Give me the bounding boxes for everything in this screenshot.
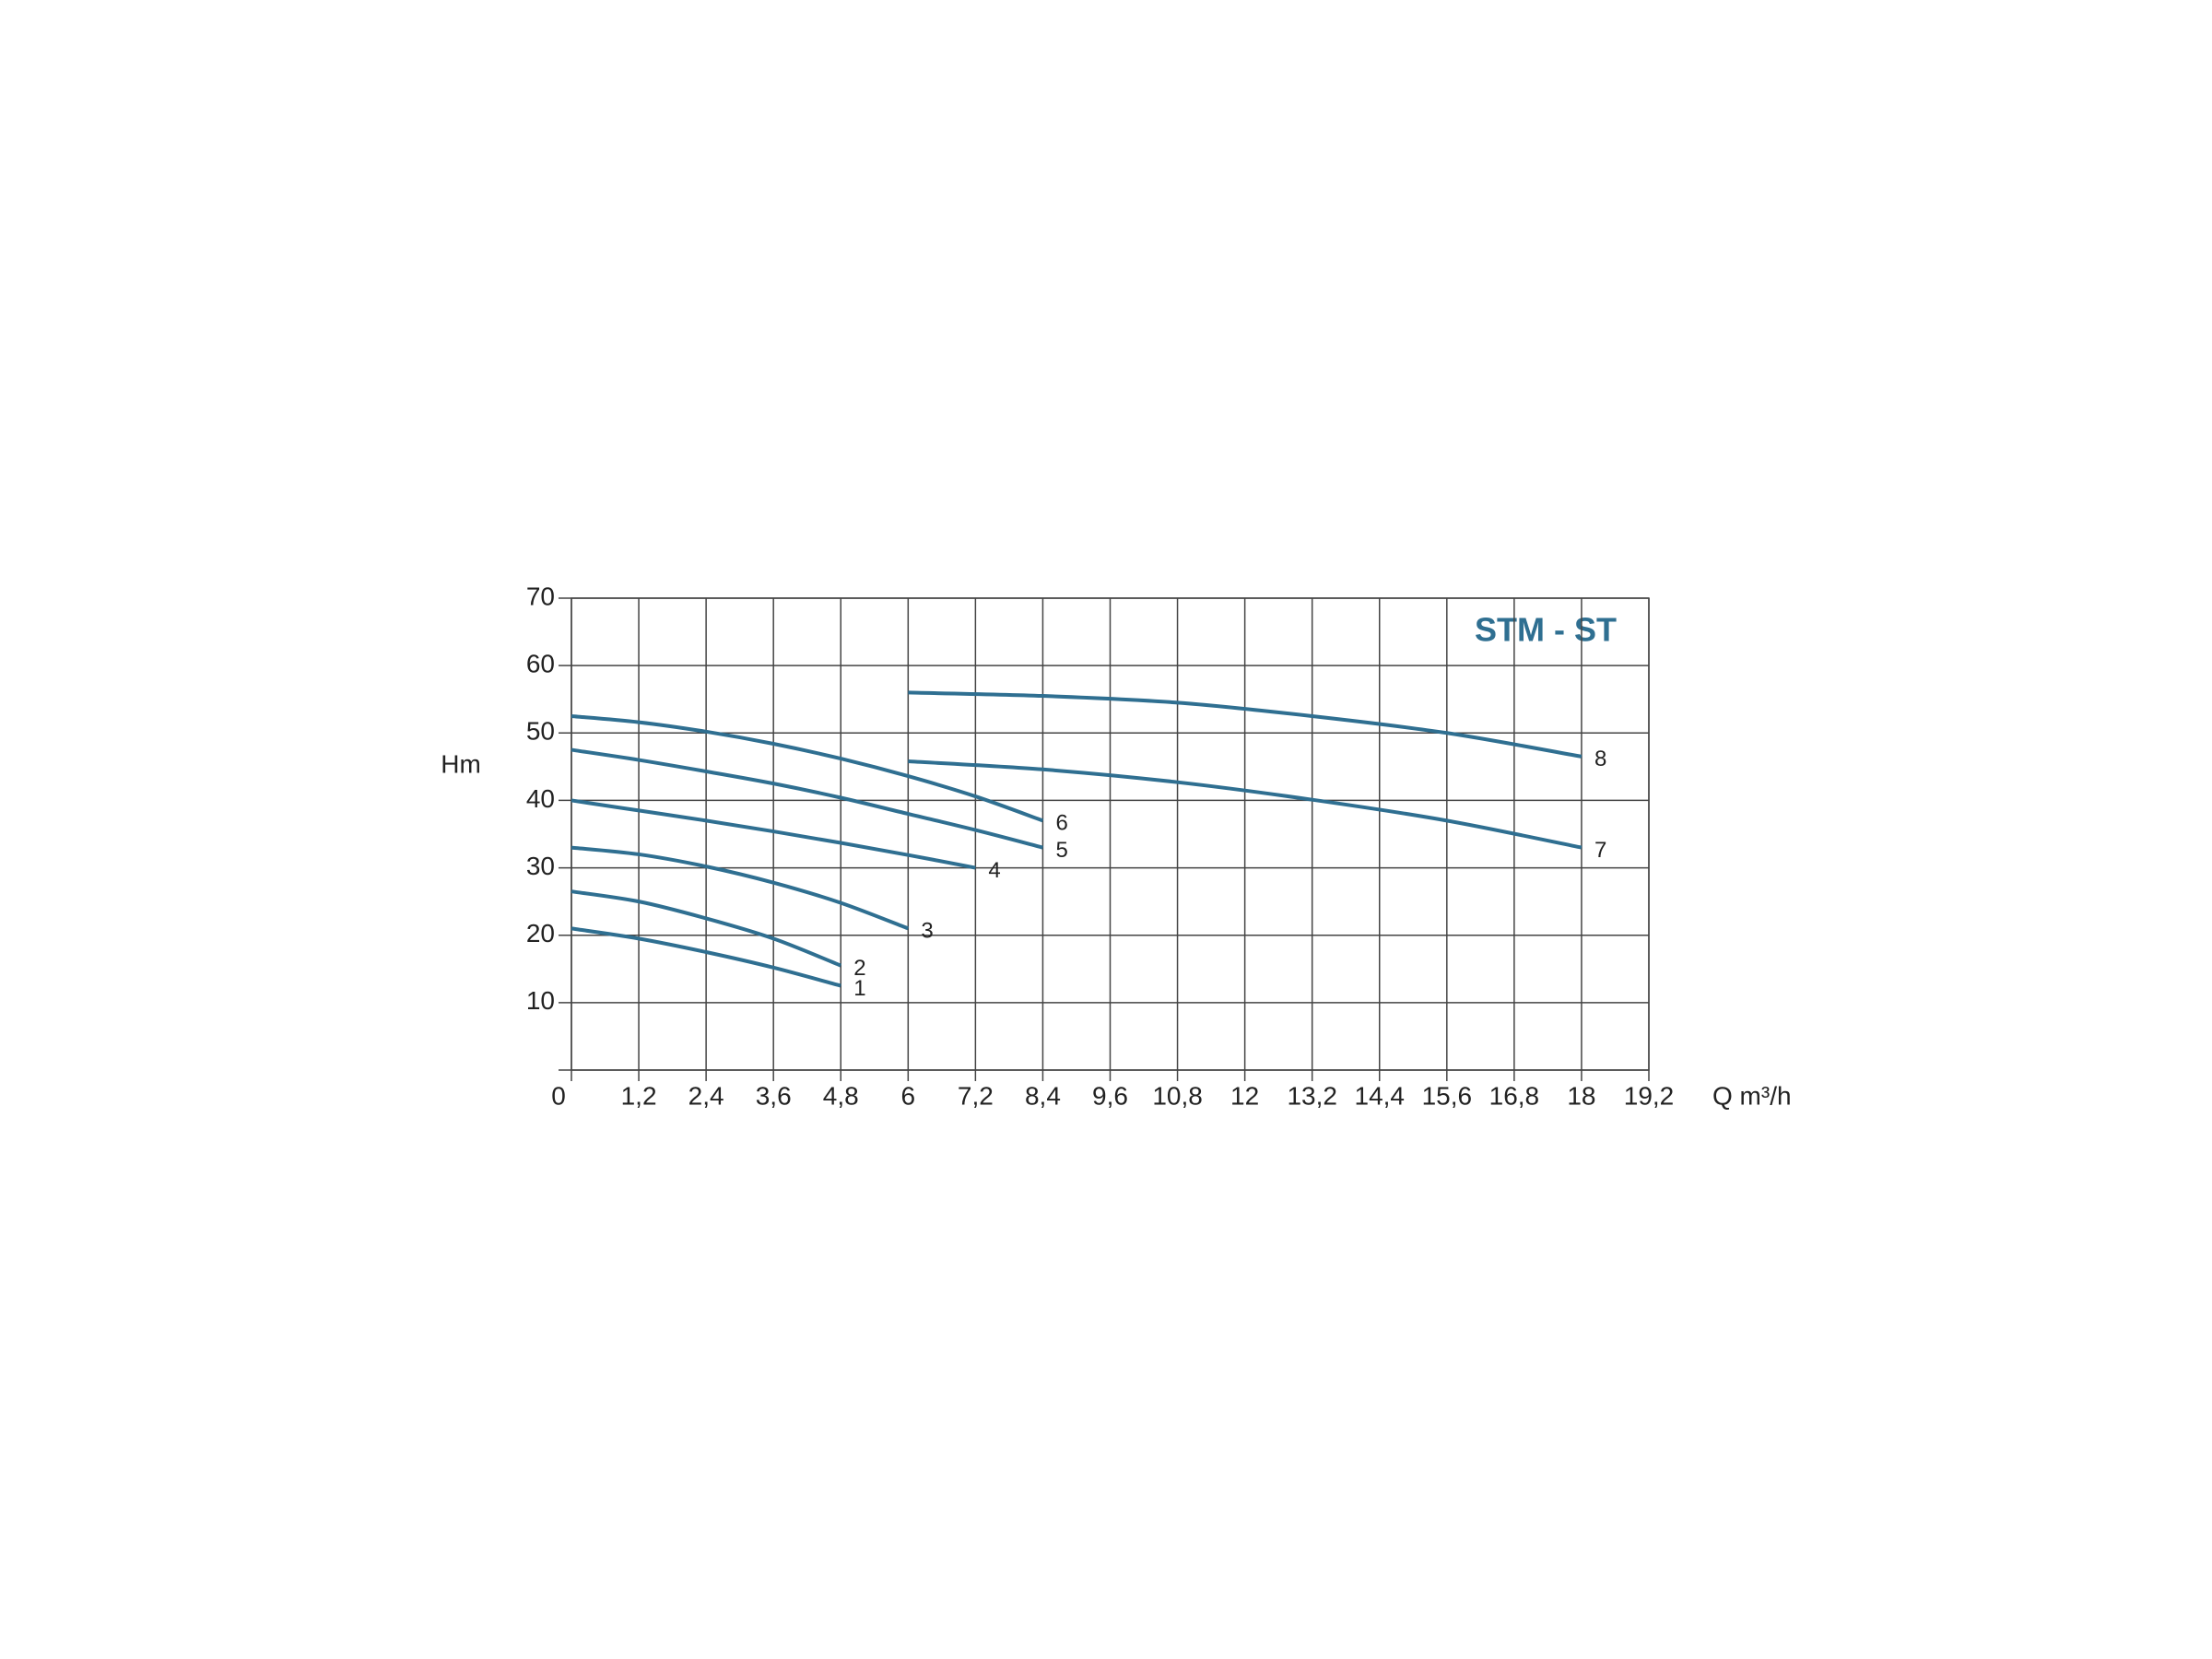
pump-curve	[908, 759, 1583, 850]
y-tick-label: 10	[526, 986, 555, 1015]
pump-curve	[908, 690, 1583, 759]
x-tick-label: 10,8	[1152, 1081, 1203, 1110]
curve-label: 3	[921, 919, 933, 944]
y-tick-label: 70	[526, 582, 555, 610]
x-tick-label: 0	[551, 1081, 566, 1110]
pump-curve	[571, 889, 841, 968]
y-tick-label: 20	[526, 919, 555, 947]
x-tick-label: 13,2	[1287, 1081, 1337, 1110]
curve-label: 6	[1055, 811, 1067, 836]
y-tick-label: 50	[526, 717, 555, 746]
pump-curve	[571, 845, 910, 931]
x-tick-label: 1,2	[621, 1081, 657, 1110]
y-axis-label: Hm	[441, 749, 481, 778]
pump-curve	[571, 926, 841, 988]
x-tick-label: 19,2	[1624, 1081, 1675, 1110]
curve-label: 7	[1594, 838, 1606, 863]
chart-title: STM - ST	[1475, 611, 1617, 649]
x-tick-label: 9,6	[1092, 1081, 1128, 1110]
curve-label: 4	[988, 858, 1000, 883]
pump-curve	[571, 798, 976, 870]
y-tick-label: 40	[526, 784, 555, 813]
x-tick-label: 14,4	[1355, 1081, 1406, 1110]
x-tick-label: 15,6	[1422, 1081, 1473, 1110]
x-tick-label: 12	[1230, 1081, 1259, 1110]
curve-label: 1	[853, 976, 865, 1001]
x-axis-label: Q m³/h	[1712, 1081, 1792, 1110]
x-tick-label: 3,6	[756, 1081, 792, 1110]
x-tick-label: 4,8	[823, 1081, 859, 1110]
curve-label: 2	[853, 956, 865, 981]
x-tick-label: 2,4	[688, 1081, 724, 1110]
x-tick-label: 16,8	[1489, 1081, 1540, 1110]
y-tick-label: 30	[526, 852, 555, 880]
pump-curve	[571, 747, 1043, 850]
x-tick-label: 6	[901, 1081, 916, 1110]
y-tick-label: 60	[526, 650, 555, 678]
x-tick-label: 18	[1567, 1081, 1595, 1110]
pump-curve	[571, 714, 1044, 823]
curve-label: 8	[1594, 747, 1606, 771]
curve-label: 5	[1055, 838, 1067, 863]
x-tick-label: 8,4	[1025, 1081, 1061, 1110]
x-tick-label: 7,2	[958, 1081, 994, 1110]
